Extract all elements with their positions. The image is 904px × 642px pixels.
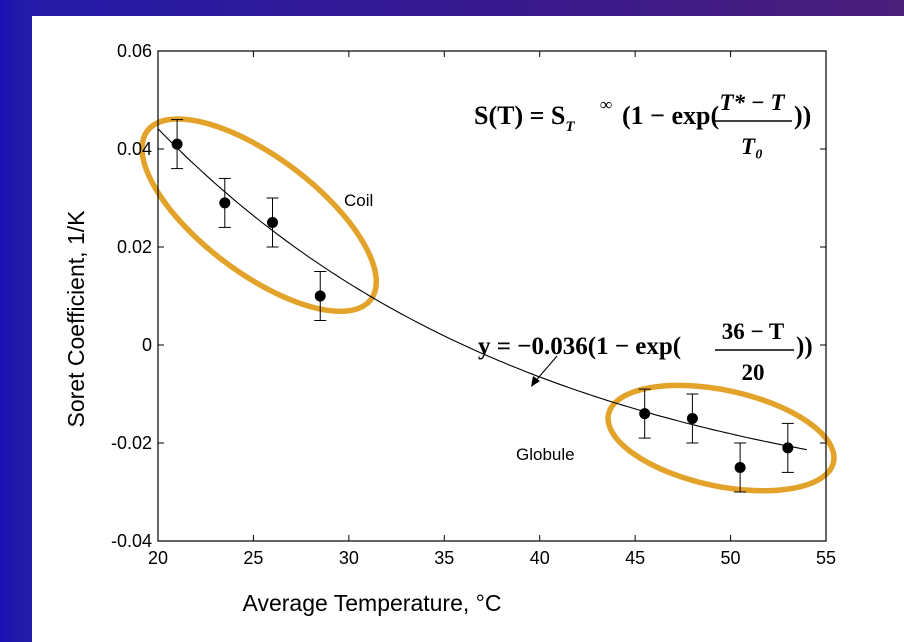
x-tick-label: 45 [625,548,645,568]
slide-panel: 20 25 30 35 40 45 50 55 -0.04 -0.02 0 0.02 0.04 0.06 … [32,16,904,642]
y-tick-label: 0.02 [117,237,152,257]
fit-equation: y = −0.036(1 − exp( 36 − T 20 )) [478,319,813,385]
general-eq-sup: ∞ [600,95,612,114]
general-equation: S(T) = ST ∞ (1 − exp( T* − T T₀ )) [474,90,811,159]
globule-group-ellipse [605,382,837,494]
data-point [314,290,326,302]
x-tick-label: 50 [721,548,741,568]
general-eq-lhs: S(T) = S [474,101,565,130]
data-point [686,413,698,424]
data-point [171,138,183,150]
general-eq-sub: T [565,119,575,135]
groups-layer [139,116,837,494]
fit-eq-num: 36 − T [722,319,785,344]
soret-chart: 20 25 30 35 40 45 50 55-0.04-0.0200.020.040.06 … [63,41,837,616]
x-tick-label: 35 [434,548,454,568]
y-tick-label: 0.06 [117,41,152,61]
x-axis-title: Average Temperature, °C [243,590,502,616]
svg-text:S(T) = ST: S(T) = ST [474,101,575,135]
y-tick-label: -0.04 [111,531,152,551]
ticks-layer: 20 25 30 35 40 45 50 55 -0.04 -0.02 0 0.02 0.04 0.06 [111,41,836,568]
x-tick-label: 25 [243,548,263,568]
globule-label: Globule [516,445,575,464]
general-eq-den: T₀ [741,134,763,159]
x-tick-label: 20 [148,548,168,568]
general-eq-num: T* − T [719,90,785,115]
x-tick-label: 40 [530,548,550,568]
points-layer [171,119,794,493]
data-point [734,462,746,473]
data-point [639,408,651,420]
data-point [219,197,231,209]
fit-curve [157,128,808,451]
data-point [782,442,794,454]
general-eq-mid: (1 − exp( [622,101,719,130]
x-tick-label: 55 [816,548,836,568]
y-tick-label: 0.04 [117,139,152,159]
y-axis-title: Soret Coefficient, 1/K [63,210,89,428]
axis-frame [157,50,827,542]
coil-group-ellipse [139,116,380,315]
general-eq-close: )) [794,101,811,130]
y-tick-label: 0 [142,335,152,355]
coil-label: Coil [344,191,373,210]
data-point [267,217,279,228]
x-tick-label: 30 [339,548,359,568]
fit-eq-lhs: y = −0.036(1 − exp( [478,333,681,360]
fit-eq-close: )) [796,333,813,360]
fit-eq-den: 20 [742,360,765,385]
y-tick-label: -0.02 [111,433,152,453]
equation-pointer-arrow [531,355,558,387]
